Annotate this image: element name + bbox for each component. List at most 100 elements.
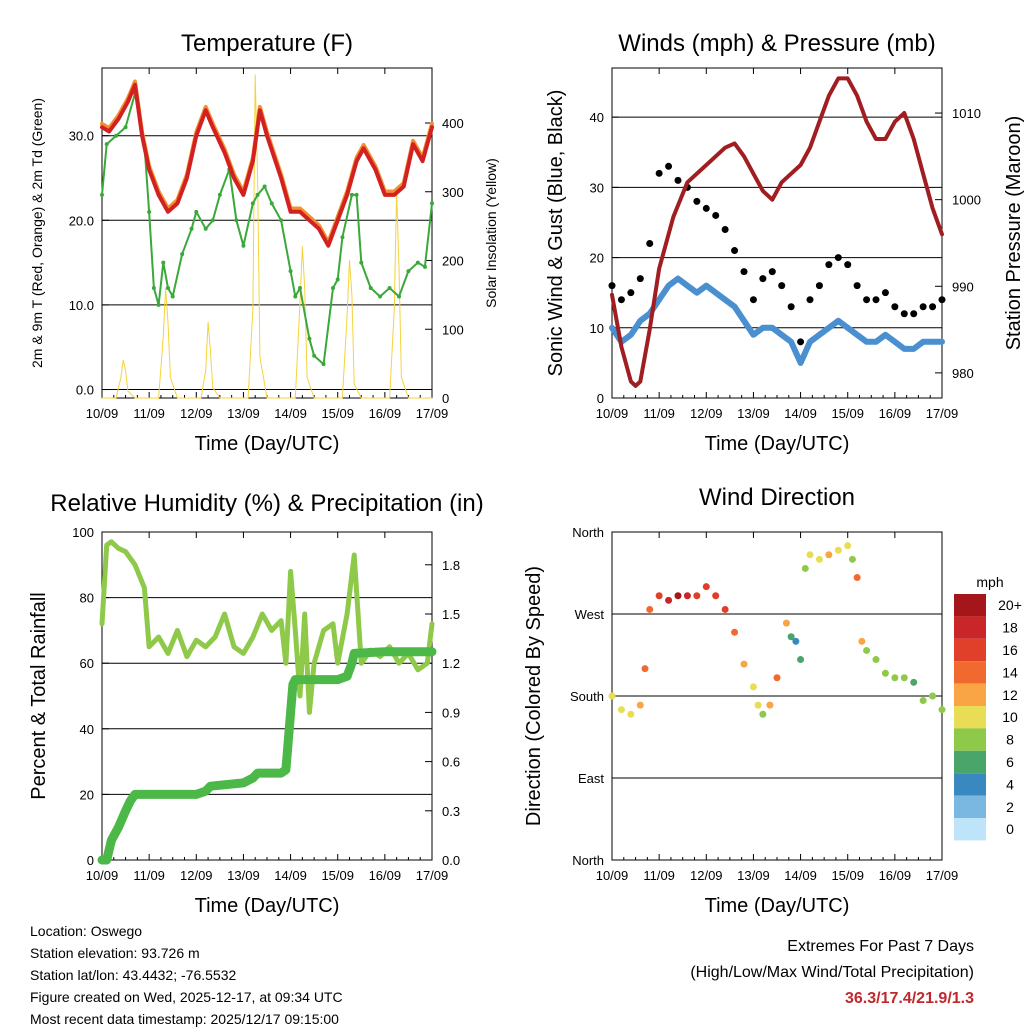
wind-direction-point <box>863 646 871 654</box>
series-dewpoint-point <box>312 353 317 358</box>
wind-direction-point <box>731 628 739 636</box>
series-relative-humidity <box>99 539 435 715</box>
latlon-text: Station lat/lon: 43.4432; -76.5532 <box>30 967 237 983</box>
x-tick-label: 13/09 <box>737 868 770 883</box>
series-gust-point <box>674 176 682 184</box>
y-tick-label: 20 <box>80 787 94 802</box>
panel-title-1: Temperature (F) <box>181 30 353 57</box>
x-tick-label: 10/09 <box>596 868 629 883</box>
x-axis-label: Time (Day/UTC) <box>705 895 850 917</box>
legend-label: 6 <box>1006 754 1014 770</box>
panel-3: Relative Humidity (%) & Precipitation (i… <box>28 490 484 917</box>
location-text: Location: Oswego <box>30 923 143 939</box>
y-tick-label: 20 <box>590 251 604 266</box>
series-gust-point <box>646 240 654 248</box>
legend-swatch <box>954 750 986 774</box>
x-tick-label: 12/09 <box>690 868 723 883</box>
y-tick-label: North <box>572 525 604 540</box>
x-tick-label: 10/09 <box>596 406 629 421</box>
wind-direction-point <box>787 633 795 641</box>
y-axis-label-left: Direction (Colored By Speed) <box>523 566 545 826</box>
series-gust-point <box>759 275 767 283</box>
series-dewpoint-point <box>430 201 434 206</box>
series-gust-point <box>627 289 635 297</box>
x-tick-label: 13/09 <box>227 868 260 883</box>
wind-direction-point <box>801 564 809 572</box>
y-tick-label: 30.0 <box>69 129 94 144</box>
y-tick-label: 20.0 <box>69 213 94 228</box>
legend-label: 0 <box>1006 821 1014 837</box>
wind-direction-point <box>740 660 748 668</box>
series-station-pressure <box>610 76 944 388</box>
legend-swatch <box>954 773 986 796</box>
series-gust-point <box>797 338 805 346</box>
series-gust-point <box>712 211 720 219</box>
x-tick-label: 14/09 <box>784 406 817 421</box>
series-dewpoint-point <box>250 201 255 206</box>
y-tick-label: 10 <box>590 321 604 336</box>
y-right-tick-label: 1.8 <box>442 558 460 573</box>
wind-direction-point <box>749 683 757 691</box>
series-dewpoint-point <box>378 294 383 299</box>
x-tick-label: 15/09 <box>831 406 864 421</box>
y-tick-label: 100 <box>72 525 94 540</box>
x-tick-label: 15/09 <box>321 868 354 883</box>
extremes-value: 36.3/17.4/21.9/1.3 <box>845 990 974 1007</box>
legend-swatch <box>954 638 986 662</box>
x-tick-label: 13/09 <box>227 406 260 421</box>
series-gust-point <box>655 169 663 177</box>
series-gust-point <box>731 247 739 255</box>
x-tick-label: 14/09 <box>274 406 307 421</box>
series-2m-temperature <box>100 82 434 248</box>
series-sonic-wind <box>609 275 945 366</box>
recent-text: Most recent data timestamp: 2025/12/17 0… <box>30 1011 339 1027</box>
series-dewpoint-point <box>321 362 326 367</box>
x-tick-label: 13/09 <box>737 406 770 421</box>
series-dewpoint-point <box>262 184 267 189</box>
panel-title-4: Wind Direction <box>699 484 855 511</box>
y-tick-label: 30 <box>590 180 604 195</box>
y-tick-label: West <box>575 607 605 622</box>
y-tick-label: 0.0 <box>76 383 94 398</box>
series-total-precipitation <box>97 647 437 865</box>
y-right-tick-label: 980 <box>952 366 974 381</box>
series-dewpoint-point <box>354 192 359 197</box>
series-gust-point <box>665 162 673 170</box>
wind-direction-point <box>825 551 833 559</box>
y-tick-label: 10.0 <box>69 298 94 313</box>
y-right-tick-label: 1.5 <box>442 607 460 622</box>
series-gust-point <box>815 282 823 290</box>
speed-legend: mph 20+ 18 16 14 12 10 8 6 4 2 0 <box>954 574 1022 841</box>
wind-direction-point <box>853 574 861 582</box>
y-right-tick-label: 400 <box>442 116 464 131</box>
legend-swatch <box>954 661 986 684</box>
series-dewpoint-point <box>406 269 411 274</box>
wind-direction-point <box>834 546 842 554</box>
y-right-tick-label: 0.9 <box>442 705 460 720</box>
y-tick-label: 40 <box>590 110 604 125</box>
legend-label: 4 <box>1006 776 1014 792</box>
x-tick-label: 11/09 <box>133 868 165 883</box>
y-tick-label: South <box>570 689 604 704</box>
series-gust-point <box>693 197 701 205</box>
y-right-tick-label: 0.6 <box>442 755 460 770</box>
y-right-tick-label: 300 <box>442 185 464 200</box>
series-gust-point <box>844 261 852 269</box>
series-gust-point <box>768 268 776 276</box>
x-tick-label: 16/09 <box>369 406 402 421</box>
legend-title: mph <box>976 574 1003 590</box>
legend-swatch <box>954 818 986 841</box>
x-tick-label: 15/09 <box>831 868 864 883</box>
wind-direction-point <box>910 678 918 686</box>
wind-direction-point <box>900 674 908 682</box>
extremes-title: Extremes For Past 7 Days <box>787 938 974 955</box>
series-dewpoint-point <box>241 243 246 248</box>
legend-swatch <box>954 683 986 706</box>
panel-title-2: Winds (mph) & Pressure (mb) <box>618 30 935 57</box>
wind-direction-point <box>754 701 762 709</box>
wind-direction-point <box>759 710 767 718</box>
x-axis-label: Time (Day/UTC) <box>705 433 850 455</box>
wind-direction-point <box>858 637 866 645</box>
y-axis-label-left: 2m & 9m T (Red, Orange) & 2m Td (Green) <box>29 98 45 368</box>
